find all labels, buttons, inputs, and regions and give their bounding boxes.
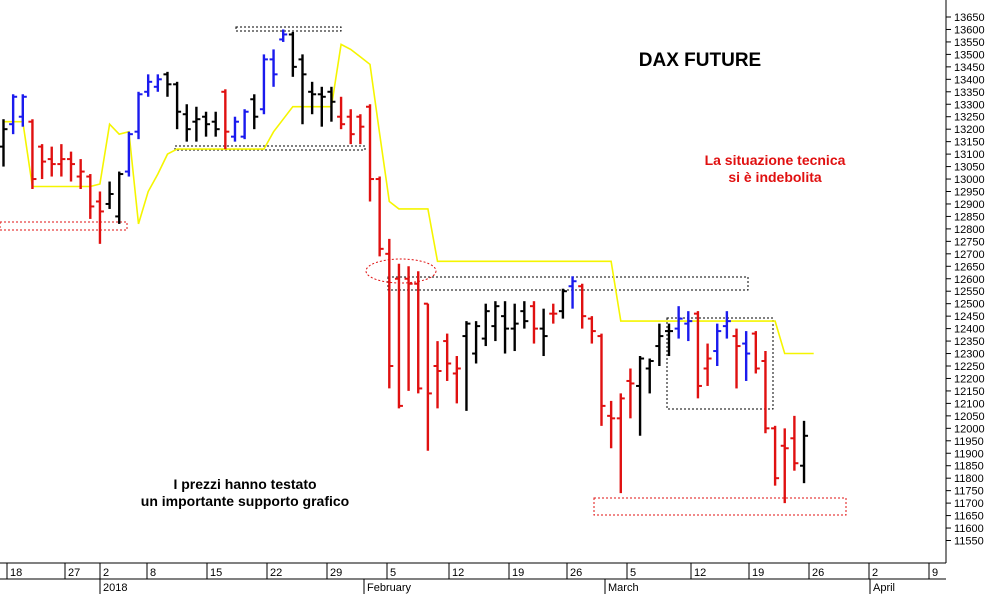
month-label: April <box>873 582 895 594</box>
y-tick-label: 11700 <box>954 498 984 510</box>
x-tick-label: 22 <box>270 567 282 579</box>
month-label: March <box>608 582 639 594</box>
x-tick-label: 15 <box>210 567 222 579</box>
y-tick-label: 13000 <box>954 174 985 186</box>
x-tick-label: 5 <box>390 567 396 579</box>
y-tick-label: 12550 <box>954 286 985 298</box>
x-tick-label: 12 <box>452 567 464 579</box>
y-tick-label: 12750 <box>954 236 985 248</box>
y-tick-label: 13350 <box>954 87 985 99</box>
y-tick-label: 13200 <box>954 124 985 136</box>
gap-ellipse <box>365 258 437 284</box>
gap-box-february <box>387 276 749 291</box>
y-tick-label: 12100 <box>954 398 985 410</box>
y-tick-label: 12250 <box>954 361 985 373</box>
y-tick-label: 12200 <box>954 373 985 385</box>
x-tick-label: 27 <box>68 567 80 579</box>
y-tick-label: 13650 <box>954 12 985 24</box>
y-tick-label: 12900 <box>954 199 985 211</box>
resistance-box-top <box>235 26 342 32</box>
y-tick-label: 13550 <box>954 37 985 49</box>
y-tick-label: 13050 <box>954 162 985 174</box>
y-tick-label: 13500 <box>954 49 985 61</box>
y-tick-label: 11900 <box>954 448 984 460</box>
y-tick-label: 12500 <box>954 299 985 311</box>
x-tick-label: 9 <box>932 567 938 579</box>
y-tick-label: 12350 <box>954 336 985 348</box>
y-tick-label: 12000 <box>954 423 985 435</box>
x-tick-label: 26 <box>812 567 824 579</box>
y-tick-label: 11750 <box>954 486 984 498</box>
x-tick-label: 26 <box>570 567 582 579</box>
consolidation-box-march <box>666 317 774 410</box>
y-tick-label: 12850 <box>954 211 985 223</box>
y-tick-label: 13450 <box>954 62 985 74</box>
support-box-left <box>0 221 128 231</box>
annotation-weakened: La situazione tecnica si è indebolita <box>704 152 846 185</box>
y-tick-label: 12050 <box>954 411 985 423</box>
y-tick-label: 13100 <box>954 149 985 161</box>
x-tick-label: 2 <box>103 567 109 579</box>
y-tick-label: 11800 <box>954 473 984 485</box>
x-tick-label: 5 <box>630 567 636 579</box>
support-box-january <box>174 145 366 151</box>
y-tick-label: 13150 <box>954 137 985 149</box>
support-box-march <box>593 497 847 516</box>
x-tick-label: 18 <box>10 567 22 579</box>
y-tick-label: 12650 <box>954 261 985 273</box>
x-tick-label: 8 <box>150 567 156 579</box>
y-tick-label: 12950 <box>954 187 985 199</box>
y-tick-label: 11850 <box>954 461 984 473</box>
y-tick-label: 12450 <box>954 311 985 323</box>
y-tick-label: 12700 <box>954 249 985 261</box>
y-tick-label: 11650 <box>954 511 984 523</box>
y-tick-label: 12300 <box>954 349 985 361</box>
month-label: February <box>367 582 412 594</box>
annotation-support-tested: I prezzi hanno testato un importante sup… <box>140 476 350 509</box>
y-tick-label: 13300 <box>954 99 985 111</box>
y-tick-label: 13400 <box>954 74 985 86</box>
y-tick-label: 11950 <box>954 436 984 448</box>
y-tick-label: 12400 <box>954 324 985 336</box>
y-tick-label: 11550 <box>954 536 984 548</box>
x-tick-label: 19 <box>752 567 764 579</box>
y-tick-label: 13600 <box>954 24 985 36</box>
y-tick-label: 12150 <box>954 386 985 398</box>
y-tick-label: 13250 <box>954 112 985 124</box>
x-tick-label: 2 <box>872 567 878 579</box>
x-tick-label: 12 <box>694 567 706 579</box>
x-tick-label: 29 <box>330 567 342 579</box>
y-tick-label: 12600 <box>954 274 985 286</box>
month-label: 2018 <box>103 582 127 594</box>
y-tick-label: 12800 <box>954 224 985 236</box>
chart-title: DAX FUTURE <box>638 50 762 71</box>
y-tick-label: 11600 <box>954 523 984 535</box>
x-tick-label: 19 <box>512 567 524 579</box>
